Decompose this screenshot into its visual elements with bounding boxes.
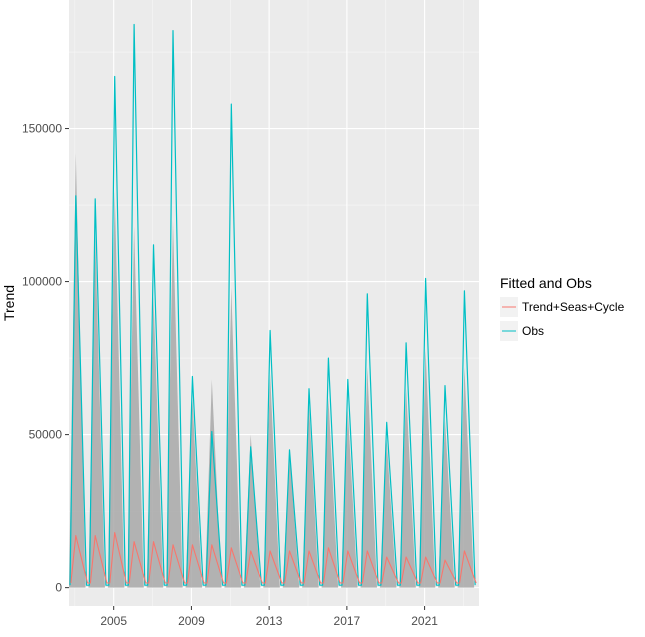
band-segment (224, 287, 241, 588)
band-segment (360, 367, 377, 588)
band-segment (457, 367, 475, 588)
band-segment (263, 373, 280, 588)
x-tick-label: 2005 (100, 614, 127, 628)
legend-title: Fitted and Obs (500, 275, 592, 291)
y-tick-label: 100000 (22, 275, 62, 289)
x-tick-label: 2013 (256, 614, 283, 628)
band-segment (88, 235, 105, 588)
y-axis: 0 50000 100000 150000 (22, 122, 69, 595)
y-tick-label: 150000 (22, 122, 62, 136)
series-band (69, 153, 475, 588)
x-axis: 2005 2009 2013 2017 2021 (100, 606, 438, 628)
band-segment (205, 379, 222, 588)
series-fit (70, 531, 477, 584)
band-segment (282, 449, 300, 588)
x-tick-label: 2017 (334, 614, 361, 628)
y-axis-title: Trend (1, 285, 17, 321)
band-segment (418, 348, 436, 588)
band-segment (341, 410, 358, 588)
legend-label-fit: Trend+Seas+Cycle (522, 300, 625, 314)
band-segment (69, 153, 86, 588)
band-segment (166, 220, 183, 588)
series-obs (69, 23, 476, 586)
band-segment (379, 440, 397, 588)
legend: Fitted and Obs Trend+Seas+Cycle Obs (500, 275, 625, 341)
band-segment (302, 404, 319, 588)
y-tick-label: 50000 (29, 428, 63, 442)
y-tick-label: 0 (55, 581, 62, 595)
band-segment (399, 388, 416, 588)
obs-line (69, 23, 476, 586)
x-tick-label: 2009 (178, 614, 205, 628)
band-segment (185, 397, 203, 588)
band-segment (321, 397, 339, 588)
band-segment (146, 296, 164, 588)
band-segment (107, 189, 125, 588)
x-tick-label: 2021 (411, 614, 438, 628)
band-segment (127, 226, 144, 588)
legend-label-obs: Obs (522, 324, 544, 338)
fit-line (70, 531, 477, 584)
band-segment (243, 434, 261, 588)
band-segment (438, 419, 455, 588)
